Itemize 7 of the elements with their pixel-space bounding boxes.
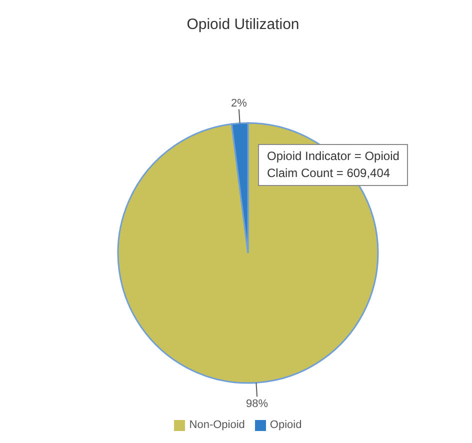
chart-title: Opioid Utilization: [186, 16, 300, 33]
legend-label: Non-Opioid: [189, 419, 245, 431]
text: Claim Count = 609,404: [267, 165, 392, 182]
data-label: 2%: [231, 97, 248, 110]
legend-label: Opioid: [270, 419, 302, 431]
data-label: 98%: [246, 398, 268, 410]
text: Opioid Indicator = Opioid: [267, 148, 400, 165]
